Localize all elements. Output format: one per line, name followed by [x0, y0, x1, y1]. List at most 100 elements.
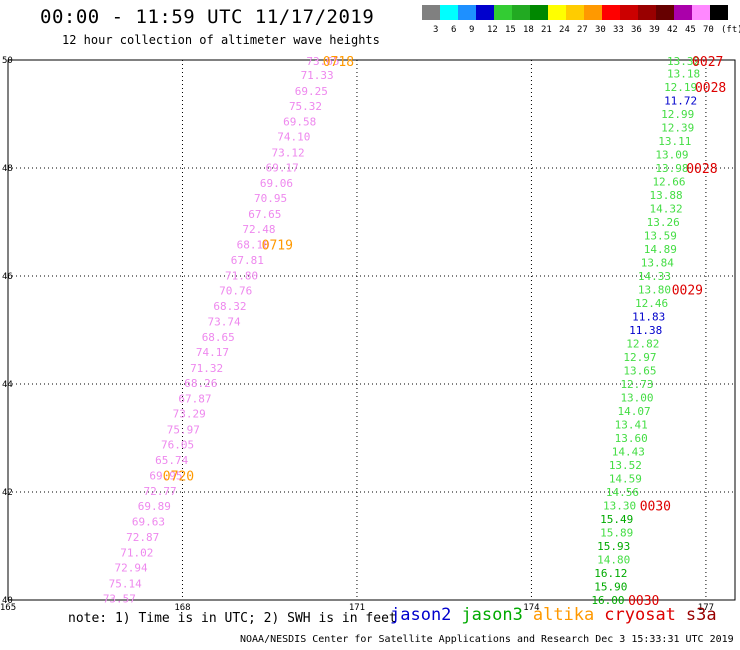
colorbar-label: 3	[433, 25, 439, 35]
time-label: 0030	[640, 500, 671, 515]
data-point-label: 12.73	[620, 378, 653, 391]
chart-subtitle: 12 hour collection of altimeter wave hei…	[62, 33, 380, 47]
legend-entry: jason2	[390, 605, 452, 625]
data-point-label: 67.81	[231, 254, 264, 267]
y-tick-label: 50	[2, 56, 13, 66]
data-point-label: 69.63	[132, 516, 165, 529]
colorbar-label: 9	[469, 25, 475, 35]
data-point-label: 71.32	[190, 362, 223, 375]
data-point-label: 75.14	[109, 577, 142, 590]
colorbar-swatch	[692, 5, 710, 20]
colorbar-label: 42	[667, 25, 678, 35]
colorbar-swatch	[494, 5, 512, 20]
colorbar-swatch	[512, 5, 530, 20]
data-point-label: 13.98	[655, 162, 688, 175]
colorbar-swatch	[674, 5, 692, 20]
data-point-label: 69.06	[260, 177, 293, 190]
data-point-label: 75.97	[167, 423, 200, 436]
colorbar-label: 30	[595, 25, 606, 35]
data-point-label: 11.72	[664, 95, 697, 108]
time-label: 0028	[695, 81, 726, 96]
data-point-label: 13.84	[641, 257, 674, 270]
time-label: 0718	[323, 55, 354, 70]
colorbar-label: 21	[541, 25, 552, 35]
data-point-label: 70.95	[254, 192, 287, 205]
data-point-label: 13.65	[623, 365, 656, 378]
data-point-label: 72.77	[144, 485, 177, 498]
data-point-label: 13.88	[650, 189, 683, 202]
colorbar-swatch	[458, 5, 476, 20]
data-point-label: 73.12	[271, 146, 304, 159]
time-label: 0027	[692, 55, 723, 70]
data-point-label: 13.59	[644, 230, 677, 243]
data-point-label: 65.74	[155, 454, 188, 467]
colorbar-swatch	[656, 5, 674, 20]
colorbar-swatch	[440, 5, 458, 20]
data-point-label: 69.25	[295, 85, 328, 98]
data-point-label: 68.10	[237, 239, 270, 252]
data-point-label: 75.32	[289, 100, 322, 113]
colorbar-swatch	[476, 5, 494, 20]
data-point-label: 14.33	[638, 270, 671, 283]
colorbar-label: 27	[577, 25, 588, 35]
colorbar-label: 12	[487, 25, 498, 35]
data-point-label: 13.32	[667, 55, 700, 68]
data-point-label: 14.07	[618, 405, 651, 418]
y-tick-label: 46	[2, 272, 13, 282]
colorbar-swatch	[530, 5, 548, 20]
x-tick-label: 177	[698, 603, 714, 613]
x-tick-label: 174	[523, 603, 539, 613]
colorbar-swatch	[602, 5, 620, 20]
x-tick-label: 165	[0, 603, 16, 613]
colorbar-swatch	[584, 5, 602, 20]
data-point-label: 12.19	[664, 81, 697, 94]
colorbar-label: 70	[703, 25, 714, 35]
colorbar-swatch	[638, 5, 656, 20]
data-point-label: 12.99	[661, 108, 694, 121]
colorbar-swatch	[566, 5, 584, 20]
data-point-label: 71.33	[301, 69, 334, 82]
data-point-label: 13.80	[638, 284, 671, 297]
colorbar-label: 45	[685, 25, 696, 35]
time-label: 0719	[262, 239, 293, 254]
colorbar-label: 24	[559, 25, 570, 35]
x-tick-label: 168	[174, 603, 190, 613]
colorbar-swatch	[620, 5, 638, 20]
satellite-legend: jason2 jason3 altika cryosat s3a	[390, 605, 727, 625]
data-point-label: 14.59	[609, 473, 642, 486]
data-point-label: 12.97	[623, 351, 656, 364]
data-point-label: 16.00	[591, 594, 624, 607]
data-point-label: 14.89	[644, 243, 677, 256]
legend-entry: jason3	[461, 605, 523, 625]
plot-frame	[7, 59, 736, 601]
data-point-label: 13.11	[658, 135, 691, 148]
data-point-label: 69.95	[149, 469, 182, 482]
data-point-label: 76.05	[161, 438, 194, 451]
data-point-label: 73.65	[306, 55, 339, 68]
y-tick-label: 48	[2, 164, 13, 174]
data-point-label: 13.41	[615, 419, 648, 432]
data-point-label: 73.29	[173, 408, 206, 421]
data-point-label: 69.17	[266, 161, 299, 174]
data-point-label: 15.90	[594, 581, 627, 594]
colorbar-label: 36	[631, 25, 642, 35]
data-point-label: 13.09	[655, 149, 688, 162]
data-point-label: 13.60	[615, 432, 648, 445]
data-point-label: 15.93	[597, 540, 630, 553]
data-point-label: 72.94	[114, 562, 147, 575]
colorbar-label: 15	[505, 25, 516, 35]
colorbar-label: (ft)	[721, 25, 740, 35]
legend-entry: altika	[532, 605, 595, 625]
data-point-label: 13.26	[647, 216, 680, 229]
colorbar-swatch	[422, 5, 440, 20]
y-tick-label: 44	[2, 380, 13, 390]
y-tick-label: 42	[2, 488, 13, 498]
note-text: note: 1) Time is in UTC; 2) SWH is in fe…	[68, 611, 397, 626]
data-point-label: 12.46	[635, 297, 668, 310]
colorbar-label: 39	[649, 25, 660, 35]
data-point-label: 13.00	[620, 392, 653, 405]
time-label: 0029	[672, 284, 703, 299]
data-point-label: 74.10	[277, 131, 310, 144]
data-point-label: 12.39	[661, 122, 694, 135]
data-point-label: 12.82	[626, 338, 659, 351]
